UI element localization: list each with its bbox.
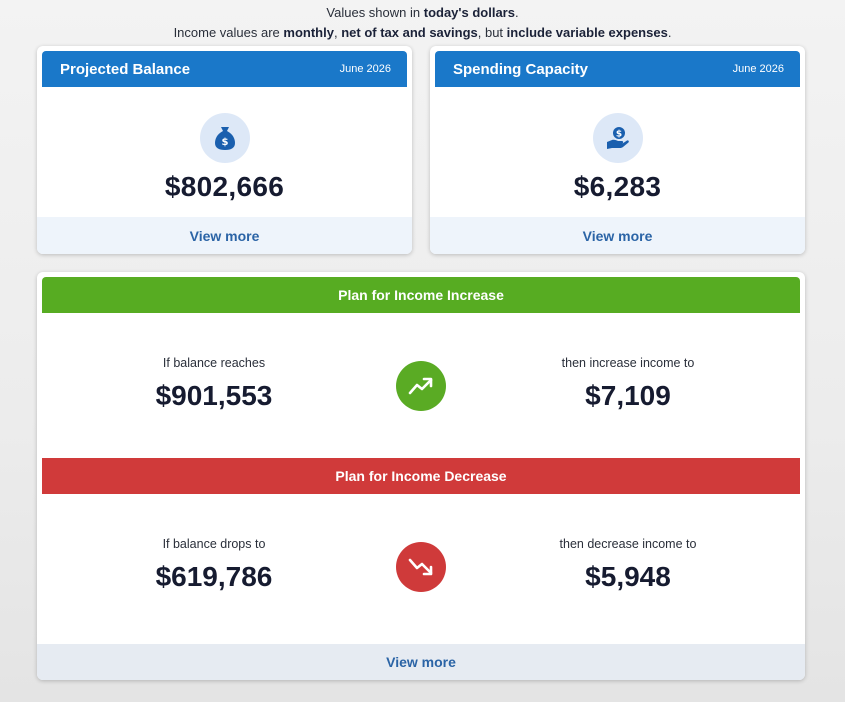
decrease-condition-label: If balance drops to [162, 537, 266, 551]
decrease-result-label: then decrease income to [559, 537, 697, 551]
decrease-condition: If balance drops to $619,786 [94, 537, 334, 593]
decrease-result: then decrease income to $5,948 [508, 537, 748, 593]
increase-condition-label: If balance reaches [162, 356, 266, 370]
trend-up-icon [396, 361, 446, 411]
trend-down-icon [396, 542, 446, 592]
money-bag-icon: $ [199, 113, 250, 163]
spending-capacity-title: Spending Capacity [453, 60, 589, 78]
spending-capacity-header: Spending Capacity June 2026 [435, 51, 800, 87]
increase-condition: If balance reaches $901,553 [94, 356, 334, 412]
note-line-2: Income values are monthly, net of tax an… [173, 25, 672, 40]
projected-balance-header: Projected Balance June 2026 [42, 51, 407, 87]
income-plan-view-more-button[interactable]: View more [37, 644, 805, 680]
spending-capacity-view-more-button[interactable]: View more [430, 217, 805, 254]
projected-balance-value: $802,666 [164, 171, 285, 202]
spending-capacity-date: June 2026 [732, 63, 784, 75]
svg-text:$: $ [615, 130, 621, 140]
increase-result: then increase income to $7,109 [508, 356, 748, 412]
spending-capacity-value: $6,283 [573, 171, 662, 202]
spending-capacity-card: Spending Capacity June 2026 $ $6,283 Vie… [430, 46, 805, 254]
projected-balance-date: June 2026 [339, 63, 391, 75]
projected-balance-title: Projected Balance [60, 60, 191, 78]
note-line-1: Values shown in today's dollars. [326, 5, 519, 20]
decrease-condition-value: $619,786 [155, 561, 273, 592]
hand-coin-icon: $ [592, 113, 643, 163]
income-decrease-header: Plan for Income Decrease [42, 458, 800, 494]
svg-text:$: $ [221, 137, 228, 148]
income-increase-header: Plan for Income Increase [42, 277, 800, 313]
income-plan-card: Plan for Income Increase If balance reac… [37, 272, 805, 680]
increase-result-label: then increase income to [561, 356, 695, 370]
increase-condition-value: $901,553 [155, 380, 273, 411]
increase-result-value: $7,109 [585, 380, 671, 411]
projected-balance-view-more-button[interactable]: View more [37, 217, 412, 254]
values-note: Values shown in today's dollars. Income … [0, 0, 845, 43]
projected-balance-card: Projected Balance June 2026 $ $802,666 V… [37, 46, 412, 254]
decrease-result-value: $5,948 [585, 561, 671, 592]
